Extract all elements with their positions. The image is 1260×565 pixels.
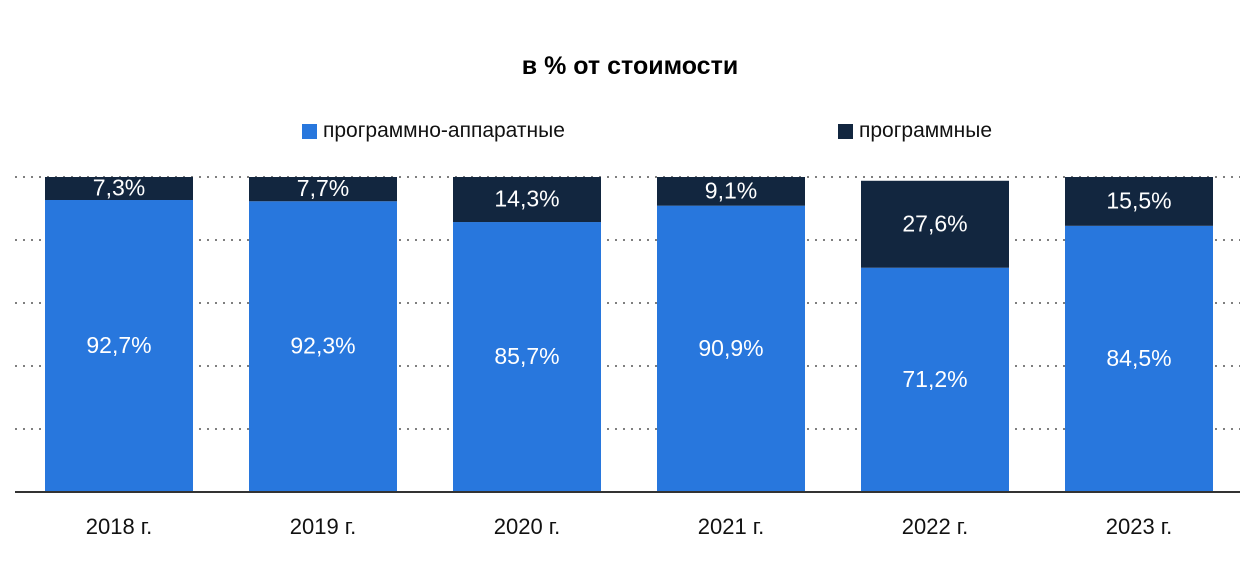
data-label: 90,9% xyxy=(698,335,763,361)
legend-item-software: программные xyxy=(838,119,992,143)
x-tick-label: 2021 г. xyxy=(698,514,765,539)
bar-segment xyxy=(453,222,601,493)
x-tick-label: 2022 г. xyxy=(902,514,969,539)
legend-label: программные xyxy=(859,119,992,142)
data-label: 14,3% xyxy=(494,186,559,212)
bar-segment xyxy=(861,267,1009,492)
data-label: 7,3% xyxy=(93,175,145,201)
bar-segment xyxy=(1065,225,1213,492)
bar-segment xyxy=(249,201,397,492)
data-label: 7,7% xyxy=(297,175,349,201)
data-label: 9,1% xyxy=(705,177,757,203)
legend-swatch xyxy=(838,123,853,139)
bar-segment xyxy=(1065,177,1213,226)
bar-segment xyxy=(249,177,397,202)
legend-label: программно-аппаратные xyxy=(323,119,565,142)
x-tick-label: 2019 г. xyxy=(290,514,357,539)
x-tick-label: 2018 г. xyxy=(86,514,153,539)
legend-item-hardware: программно-аппаратные xyxy=(302,119,565,143)
bar-segment xyxy=(657,177,805,206)
chart-title: в % от стоимости xyxy=(521,52,739,80)
bar-segment xyxy=(861,180,1009,268)
data-label: 92,7% xyxy=(86,332,151,358)
data-label: 27,6% xyxy=(902,210,967,236)
data-label: 71,2% xyxy=(902,366,967,392)
bar-segment xyxy=(45,177,193,200)
x-tick-label: 2023 г. xyxy=(1106,514,1173,539)
data-label: 15,5% xyxy=(1106,187,1171,213)
bar-segment xyxy=(453,177,601,223)
data-label: 92,3% xyxy=(290,333,355,359)
x-tick-label: 2020 г. xyxy=(494,514,561,539)
legend-swatch xyxy=(302,123,317,139)
bar-segment xyxy=(657,205,805,493)
bar-segment xyxy=(45,199,193,492)
data-label: 84,5% xyxy=(1106,345,1171,371)
data-label: 85,7% xyxy=(494,343,559,369)
